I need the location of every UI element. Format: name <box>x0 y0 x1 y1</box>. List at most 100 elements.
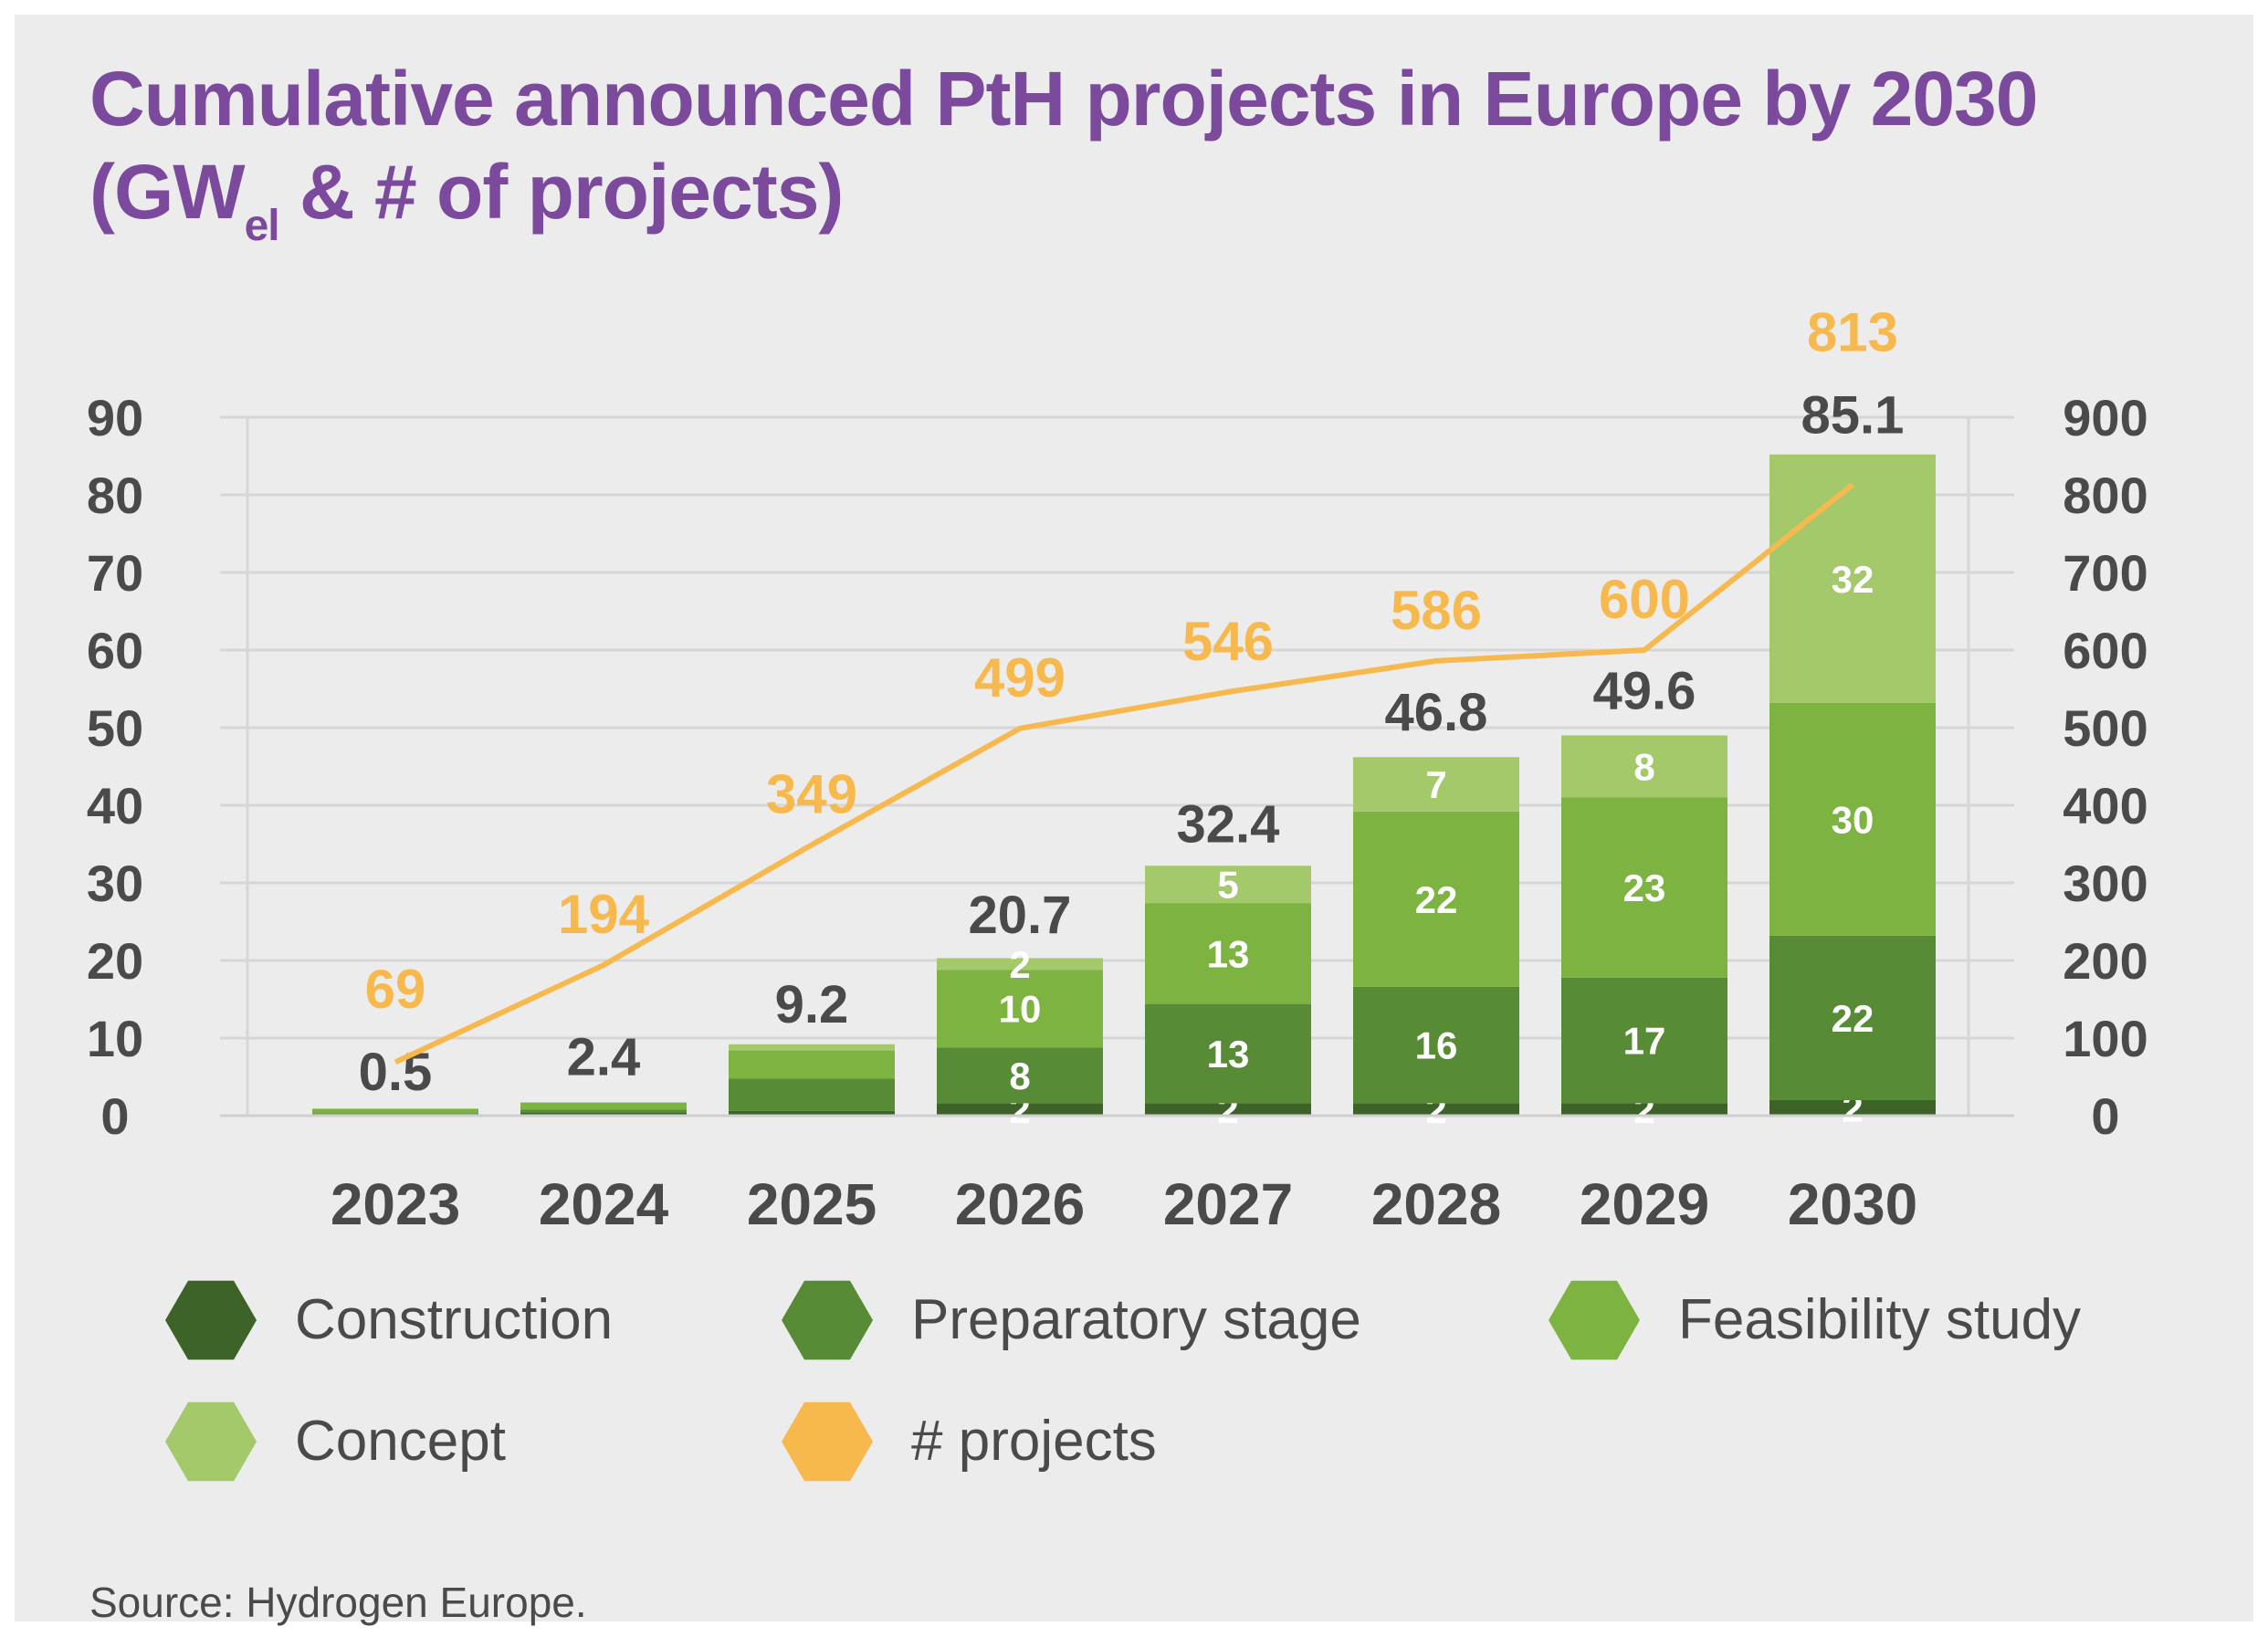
x-tick-label: 2029 <box>1580 1171 1709 1237</box>
legend-label: Feasibility study <box>1678 1288 2081 1351</box>
y-left-tick-label: 40 <box>87 777 143 834</box>
bar-segment-preparatory-stage <box>520 1109 687 1113</box>
bar-segment-label: 10 <box>999 988 1042 1031</box>
y-left-tick-label: 60 <box>87 622 143 679</box>
bar-segment-label: 8 <box>1633 746 1654 789</box>
bar-segment-label: 5 <box>1217 864 1238 907</box>
y-right-tick-label: 800 <box>2063 467 2147 524</box>
bar-segment-feasibility-study <box>1769 702 1936 936</box>
projects-label: 69 <box>365 959 426 1020</box>
projects-label: 586 <box>1391 580 1482 641</box>
bar-segment-label: 22 <box>1832 997 1874 1040</box>
legend-label: Construction <box>295 1288 613 1351</box>
source-note: Source: Hydrogen Europe. <box>89 1579 587 1626</box>
bar-segment-preparatory-stage <box>312 1113 478 1115</box>
bar-segment-label: 30 <box>1832 798 1874 841</box>
y-right-tick-label: 900 <box>2063 389 2147 446</box>
projects-label: 600 <box>1599 569 1690 630</box>
y-right-tick-label: 100 <box>2063 1010 2147 1067</box>
bar-segment-label: 16 <box>1415 1024 1458 1067</box>
y-right-tick-label: 400 <box>2063 777 2147 834</box>
bar-segment-label: 17 <box>1623 1020 1666 1063</box>
y-right-tick-label: 0 <box>2091 1087 2119 1145</box>
bar-segment-construction <box>1145 1103 1311 1116</box>
projects-label: 349 <box>766 763 857 824</box>
y-left-tick-label: 20 <box>87 932 143 990</box>
bar-segment-label: 13 <box>1207 932 1250 975</box>
bar-total-label: 49.6 <box>1593 661 1696 720</box>
bar-segment-construction <box>1353 1103 1519 1116</box>
legend-label: # projects <box>911 1410 1157 1473</box>
y-left-tick-label: 10 <box>87 1010 143 1067</box>
projects-label: 546 <box>1182 611 1274 672</box>
bar-segment-concept <box>729 1044 895 1051</box>
bar-segment-feasibility-study <box>520 1102 687 1110</box>
x-tick-label: 2028 <box>1371 1171 1501 1237</box>
legend-swatch-construction <box>165 1280 257 1360</box>
y-left-tick-label: 30 <box>87 855 143 912</box>
bar-total-label: 9.2 <box>775 975 849 1034</box>
bar-segment-label: 13 <box>1207 1033 1250 1076</box>
y-right-tick-label: 200 <box>2063 932 2147 990</box>
y-right-tick-label: 300 <box>2063 855 2147 912</box>
y-left-tick-label: 80 <box>87 467 143 524</box>
y-left-tick-label: 50 <box>87 699 143 757</box>
bar-segment-concept <box>937 958 1103 971</box>
title-suffix: & # of projects) <box>278 149 844 235</box>
projects-label: 499 <box>974 647 1066 708</box>
bar-segment-preparatory-stage <box>1145 1003 1311 1104</box>
bar-segment-label: 32 <box>1832 558 1874 601</box>
projects-label: 813 <box>1807 302 1898 363</box>
bar-segment-construction <box>1561 1103 1727 1116</box>
projects-label: 194 <box>558 884 650 945</box>
bar-segment-preparatory-stage <box>1769 935 1936 1100</box>
bar-total-label: 85.1 <box>1801 386 1905 446</box>
bar-segment-concept <box>1769 454 1936 703</box>
bar-total-label: 32.4 <box>1177 795 1280 855</box>
bar-segment-feasibility-study <box>1561 797 1727 978</box>
y-right-tick-label: 700 <box>2063 544 2147 602</box>
bar-segment-construction <box>1769 1100 1936 1116</box>
bar-segment-construction <box>520 1112 687 1116</box>
bar-segment-preparatory-stage <box>1353 986 1519 1104</box>
bar-segment-preparatory-stage <box>729 1078 895 1111</box>
x-tick-label: 2025 <box>747 1171 877 1237</box>
x-tick-label: 2023 <box>331 1171 460 1237</box>
legend-swatch-preparatory-stage <box>782 1280 873 1360</box>
bar-segment-feasibility-study <box>937 970 1103 1048</box>
y-right-tick-label: 500 <box>2063 699 2147 757</box>
bar-segment-concept <box>1353 757 1519 812</box>
y-left-tick-label: 90 <box>87 389 143 446</box>
title-subscript: el <box>244 202 280 250</box>
x-tick-label: 2024 <box>539 1171 669 1237</box>
chart-title-line-1: Cumulative announced PtH projects in Eur… <box>89 56 2038 142</box>
chart-title-line-2: (GWel & # of projects) <box>89 153 844 248</box>
bar-segment-feasibility-study <box>729 1050 895 1079</box>
legend-label: Preparatory stage <box>911 1288 1361 1351</box>
bar-total-label: 46.8 <box>1385 683 1488 742</box>
bar-segment-feasibility-study <box>1353 811 1519 987</box>
legend-swatch-concept <box>165 1401 257 1482</box>
y-left-tick-label: 0 <box>100 1087 129 1145</box>
chart-panel: Cumulative announced PtH projects in Eur… <box>15 15 2253 1626</box>
projects-line <box>394 482 1854 1065</box>
title-prefix: (GW <box>89 149 246 235</box>
bar-segment-label: 7 <box>1425 763 1446 806</box>
bar-segment-preparatory-stage <box>937 1047 1103 1104</box>
bar-segment-label: 22 <box>1415 878 1458 921</box>
bar-segment-preparatory-stage <box>1561 977 1727 1104</box>
stacked-bar-line-chart: 0102030405060708090010020030040050060070… <box>87 302 2148 1482</box>
bar-total-label: 2.4 <box>567 1028 641 1087</box>
legend-label: Concept <box>295 1410 506 1473</box>
bar-segment-feasibility-study <box>312 1108 478 1114</box>
x-tick-label: 2026 <box>955 1171 1085 1237</box>
x-tick-label: 2027 <box>1163 1171 1293 1237</box>
bar-segment-construction <box>937 1103 1103 1116</box>
x-tick-label: 2030 <box>1788 1171 1917 1237</box>
bar-segment-concept <box>1561 735 1727 798</box>
bar-segment-construction <box>729 1110 895 1116</box>
bar-segment-label: 8 <box>1009 1055 1030 1097</box>
bar-segment-feasibility-study <box>1145 903 1311 1004</box>
y-right-tick-label: 600 <box>2063 622 2147 679</box>
bar-segment-concept <box>1145 866 1311 904</box>
